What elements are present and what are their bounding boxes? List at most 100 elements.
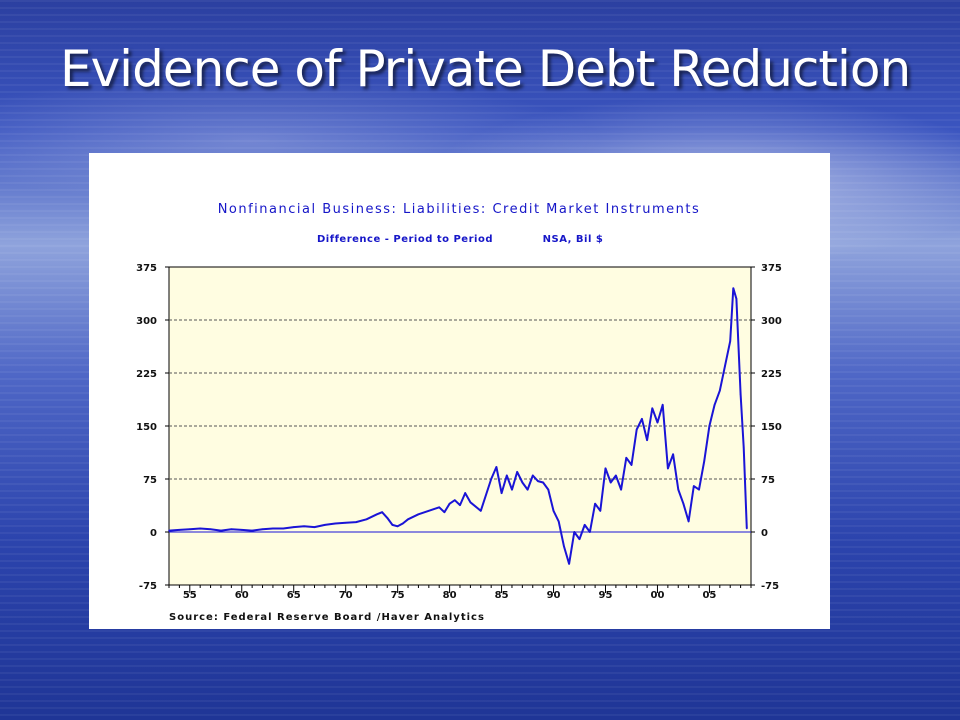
x-tick-label: 05 [702,590,716,601]
y-tick-label-left: 300 [136,316,157,327]
data-point [563,545,565,547]
data-point [646,439,648,441]
x-tick-label: 80 [443,590,457,601]
data-point [313,526,316,528]
data-point [469,501,472,504]
data-point [719,389,721,392]
x-tick-label: 70 [339,590,353,601]
data-point [500,492,503,494]
y-tick-label-left: 150 [136,422,157,433]
x-tick-label: 90 [547,590,561,601]
data-point [495,466,498,468]
data-point [506,474,508,477]
data-point [724,365,726,367]
data-point [272,527,274,530]
chart-units-note: NSA, Bil $ [543,234,604,245]
data-point [708,425,711,427]
data-point [402,522,404,525]
y-tick-label-left: 0 [150,528,157,539]
data-point [526,488,529,491]
data-point [303,525,305,528]
data-point [594,502,596,505]
data-point [735,298,738,300]
data-point [443,511,446,513]
data-point [677,488,680,491]
data-point [516,471,518,473]
line-chart: Nonfinancial Business: Liabilities: Cred… [136,202,782,623]
data-point [407,518,409,521]
data-point [428,510,430,512]
chart-panel: Nonfinancial Business: Liabilities: Cred… [89,153,830,629]
data-point [687,520,690,523]
data-point [604,467,607,470]
y-tick-label-right: 75 [761,475,775,486]
data-point [641,418,643,420]
data-point [376,513,378,516]
data-point [573,531,576,533]
y-tick-label-right: 375 [761,263,782,274]
data-point [693,485,695,487]
data-point [552,510,555,512]
chart-title: Nonfinancial Business: Liabilities: Cred… [218,202,701,217]
data-point [746,527,748,530]
data-point [365,518,368,521]
data-point [391,524,394,526]
x-tick-label: 55 [183,590,197,601]
data-point [667,467,669,470]
data-point [583,524,586,526]
data-point [698,488,700,491]
data-point [417,513,420,516]
data-point [511,488,513,491]
data-point [739,393,742,395]
series-layer [168,287,748,565]
data-point [344,522,347,524]
data-point [599,510,602,512]
data-point [282,527,285,530]
data-point [568,563,570,565]
data-point [589,531,591,533]
data-point [615,474,617,477]
y-tick-label-left: 225 [136,369,157,380]
data-point [168,529,170,532]
x-tick-label: 60 [235,590,249,601]
data-point [703,460,705,463]
data-point [459,504,461,506]
data-point [656,421,659,424]
data-point [547,488,550,491]
data-point [261,528,264,530]
chart-subtitle: Difference - Period to Period [317,234,493,245]
data-point [729,340,731,342]
y-tick-label-right: -75 [761,581,779,592]
data-point [189,528,191,530]
data-point [438,506,441,509]
data-point [251,529,253,532]
data-point [490,478,493,480]
data-point [625,457,628,459]
y-tick-label-left: 75 [143,475,157,486]
data-point [355,521,357,523]
data-point [620,488,622,491]
data-point [532,474,534,477]
data-point [464,492,467,494]
data-point [713,404,716,406]
y-tick-label-right: 225 [761,369,782,380]
data-point [609,481,612,484]
data-point [537,480,539,482]
x-tick-label: 95 [599,590,613,601]
data-point [630,464,633,466]
data-point [651,407,654,410]
data-point [241,529,243,531]
y-tick-label-right: 150 [761,422,782,433]
data-point [542,481,544,484]
data-point [396,525,399,528]
y-tick-label-right: 300 [761,316,782,327]
y-tick-label-left: 375 [136,263,157,274]
x-tick-label: 65 [287,590,301,601]
data-point [635,428,638,431]
data-point [381,511,383,513]
grid-lines [169,319,751,533]
x-tick-label: 85 [495,590,509,601]
data-point [742,446,745,449]
y-tick-label-right: 0 [761,528,768,539]
